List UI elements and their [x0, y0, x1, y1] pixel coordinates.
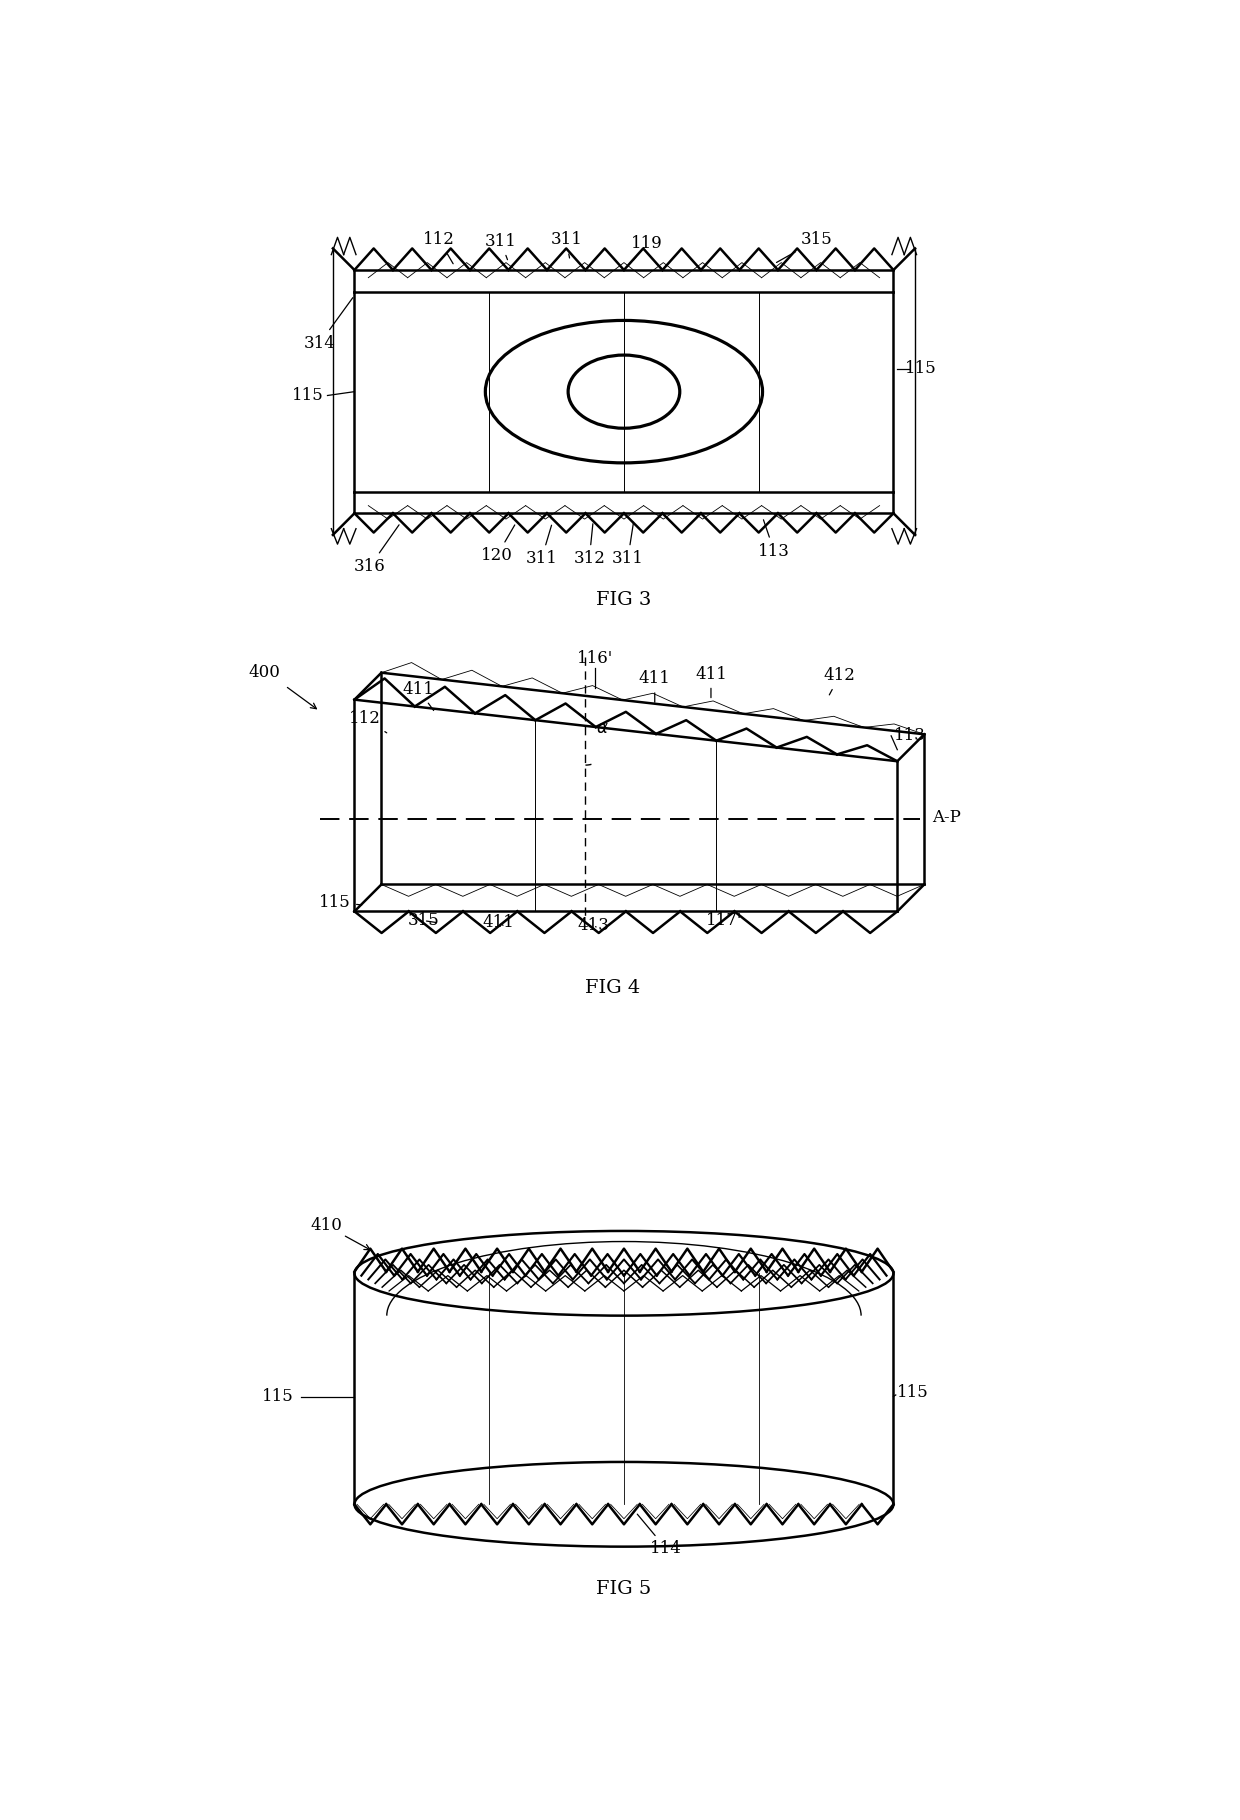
Text: 411: 411: [696, 666, 727, 697]
Text: 311: 311: [611, 522, 644, 568]
Text: 400: 400: [248, 664, 280, 681]
Text: 113: 113: [758, 521, 790, 559]
Text: 411: 411: [482, 914, 515, 932]
Text: 119: 119: [631, 235, 663, 260]
Text: FIG 5: FIG 5: [596, 1580, 651, 1598]
Text: A-P: A-P: [932, 808, 961, 826]
Text: 411: 411: [403, 681, 434, 710]
Text: FIG 3: FIG 3: [596, 590, 652, 608]
Text: 312: 312: [573, 524, 605, 568]
Text: 311: 311: [485, 233, 517, 260]
Text: 117': 117': [706, 912, 743, 930]
Text: FIG 4: FIG 4: [585, 979, 640, 997]
Text: 112: 112: [423, 231, 455, 264]
Text: 311: 311: [551, 231, 582, 258]
Text: 115: 115: [262, 1389, 294, 1405]
Text: 115: 115: [320, 894, 362, 910]
Text: 115: 115: [898, 1385, 929, 1401]
Text: 115: 115: [904, 360, 936, 377]
Text: 413: 413: [577, 917, 609, 934]
Text: 410: 410: [310, 1218, 342, 1234]
Text: 115: 115: [293, 388, 324, 404]
Text: 113: 113: [894, 728, 925, 744]
Text: 412: 412: [823, 668, 856, 695]
Text: 112: 112: [348, 710, 387, 733]
Text: 116': 116': [578, 650, 614, 668]
Text: 311: 311: [526, 526, 558, 568]
Text: 120: 120: [481, 524, 515, 564]
Text: $\alpha$: $\alpha$: [596, 719, 609, 737]
Text: 114: 114: [637, 1514, 682, 1558]
Text: 315: 315: [776, 231, 832, 262]
Text: 315: 315: [408, 912, 440, 930]
Text: 314: 314: [304, 298, 353, 351]
Text: 316: 316: [353, 524, 399, 575]
Text: 411: 411: [639, 670, 671, 703]
